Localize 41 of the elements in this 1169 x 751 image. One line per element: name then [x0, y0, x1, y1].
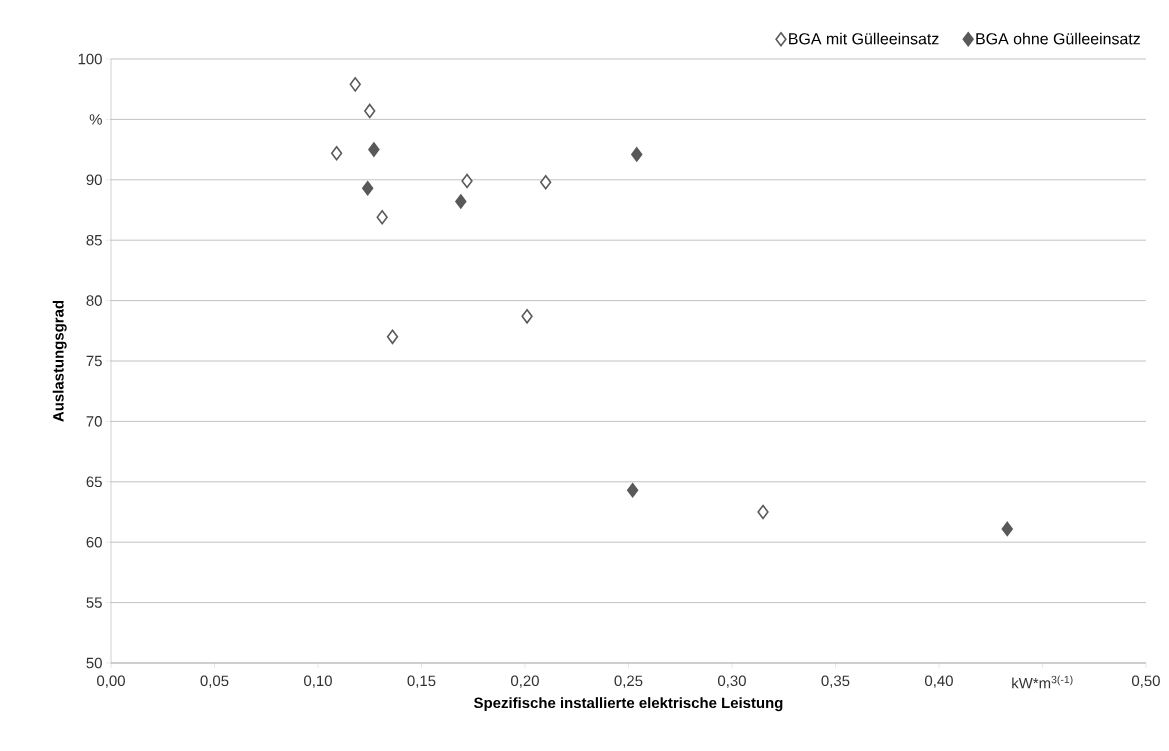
y-tick-label: %: [89, 114, 102, 125]
point: [368, 142, 380, 157]
x-tick-label: 0,05: [200, 675, 229, 688]
y-tick-label: 65: [86, 476, 102, 488]
x-tick-label: 0,15: [407, 675, 436, 688]
x-tick-label: kW*m$^{3(-1)}$: [1012, 675, 1073, 689]
point: [461, 173, 473, 189]
x-tick-label: 0,20: [511, 675, 539, 688]
y-tick-label: 80: [86, 295, 102, 306]
point: [376, 209, 388, 225]
point: [364, 103, 376, 119]
point: [1001, 521, 1013, 537]
point: [455, 194, 467, 209]
y-tick-label: 70: [86, 416, 102, 427]
y-tick-label: 55: [86, 597, 102, 608]
legend-label: BGA mit Gülleeinsatz: [789, 32, 939, 45]
point: [521, 309, 533, 324]
y-tick-label: 75: [86, 355, 102, 367]
y-tick-label: 90: [86, 174, 102, 186]
y-tick-label: 85: [86, 234, 102, 246]
x-tick-label: 0,30: [718, 675, 746, 688]
x-tick-label: 0,35: [821, 675, 850, 688]
y-axis-title: Auslastungsgrad: [52, 300, 67, 422]
point: [349, 77, 361, 92]
x-tick-label: 0,00: [97, 675, 125, 688]
x-tick-label: 0,50: [1131, 675, 1160, 688]
y-tick-label: 50: [86, 657, 102, 669]
x-axis-title: Spezifische installierte elektrische Leistung: [474, 697, 783, 712]
y-tick-label: 100: [78, 53, 102, 65]
point: [626, 482, 639, 498]
x-tick-label: 0,10: [304, 675, 332, 688]
point: [330, 145, 343, 161]
legend-label: BGA ohne Gülleeinsatz: [976, 32, 1140, 45]
x-tick-label: 0,40: [925, 675, 953, 688]
point: [386, 329, 399, 345]
point: [631, 147, 643, 162]
point: [540, 174, 552, 190]
x-tick-label: 0,25: [614, 675, 643, 688]
point: [757, 504, 769, 520]
point: [361, 180, 374, 196]
y-tick-label: 60: [86, 536, 102, 548]
